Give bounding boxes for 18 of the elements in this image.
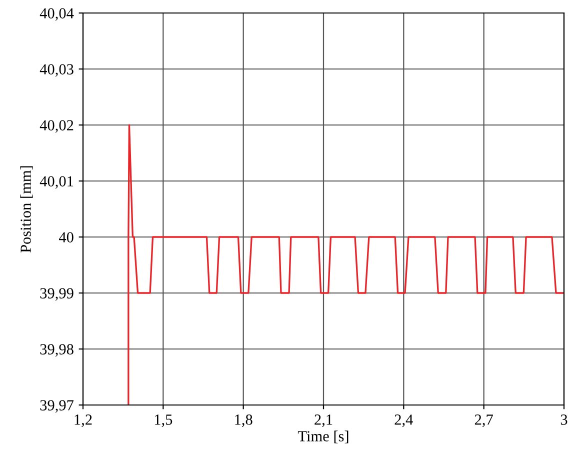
y-tick-label: 40,01 [40,176,74,189]
x-tick-label: 1,2 [74,414,92,427]
x-tick-label: 3 [560,414,568,425]
y-axis-title: Position [mm] [20,166,33,252]
y-tick-label: 39,98 [40,344,74,357]
y-tick-label: 39,99 [40,288,74,301]
y-tick-label: 40,04 [40,8,74,21]
line-series [128,124,564,405]
y-tick-label: 39,97 [40,400,74,413]
x-tick-label: 2,7 [474,414,493,427]
y-tick-label: 40,02 [40,120,74,133]
y-tick-label: 40,03 [40,64,74,77]
y-tick-label: 40 [58,232,74,242]
x-tick-label: 2,4 [394,414,413,427]
x-tick-label: 2,1 [314,414,332,427]
x-tick-label: 1,8 [235,414,252,427]
x-tick-label: 1,5 [154,414,172,427]
x-axis-title: Time [s] [298,430,348,444]
